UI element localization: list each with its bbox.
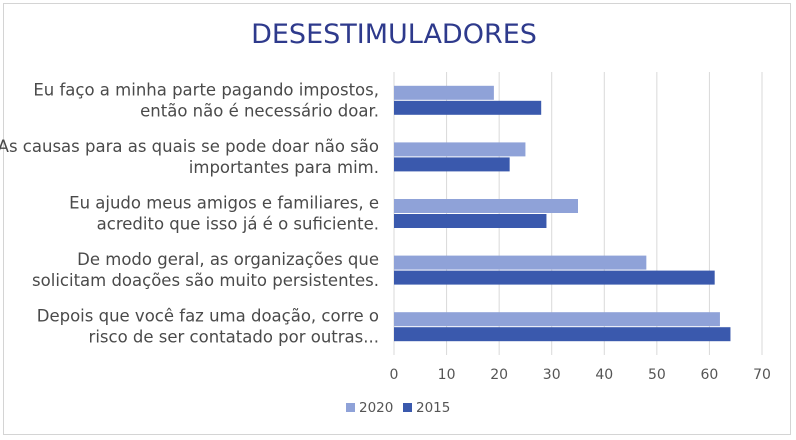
legend-label-2015: 2015	[416, 400, 450, 416]
x-tick-label: 70	[753, 367, 771, 383]
legend-swatch-2020	[346, 403, 355, 412]
x-tick-label: 30	[543, 367, 561, 383]
x-tick-label: 20	[490, 367, 508, 383]
bar-2020-3	[394, 255, 647, 270]
category-label: acredito que isso já é o suficiente.	[97, 215, 379, 234]
category-label: então não é necessário doar.	[140, 101, 379, 120]
x-tick-label: 10	[438, 367, 456, 383]
category-label: solicitam doações são muito persistentes…	[32, 271, 379, 290]
legend: 2020 2015	[346, 400, 450, 416]
category-label: Eu faço a minha parte pagando impostos,	[33, 80, 379, 99]
bar-2015-1	[394, 157, 510, 172]
chart-title: DESESTIMULADORES	[251, 19, 537, 50]
category-label: risco de ser contatado por outras...	[89, 328, 379, 347]
bars	[394, 85, 731, 342]
x-tick-label: 0	[390, 367, 399, 383]
bar-2015-4	[394, 327, 731, 342]
category-label: importantes para mim.	[189, 158, 379, 177]
category-label: Depois que você faz uma doação, corre o	[37, 307, 379, 326]
bar-2020-4	[394, 312, 720, 327]
grid-lines	[393, 72, 763, 355]
x-tick-label: 60	[701, 367, 719, 383]
bar-2020-0	[394, 85, 494, 100]
bar-2015-2	[394, 214, 547, 228]
legend-label-2020: 2020	[359, 400, 393, 416]
category-label: De modo geral, as organizações que	[77, 250, 379, 269]
x-tick-label: 40	[595, 367, 613, 383]
bar-2015-3	[394, 270, 715, 285]
category-labels: Eu faço a minha parte pagando impostos, e…	[0, 80, 379, 346]
category-label: Eu ajudo meus amigos e familiares, e	[69, 194, 379, 213]
bar-2015-0	[394, 100, 542, 115]
bar-2020-2	[394, 199, 578, 213]
category-label: As causas para as quais se pode doar não…	[0, 137, 379, 156]
legend-swatch-2015	[403, 403, 412, 412]
bar-2020-1	[394, 142, 526, 157]
x-tick-labels: 0 10 20 30 40 50 60 70	[390, 367, 771, 383]
x-tick-label: 50	[648, 367, 666, 383]
